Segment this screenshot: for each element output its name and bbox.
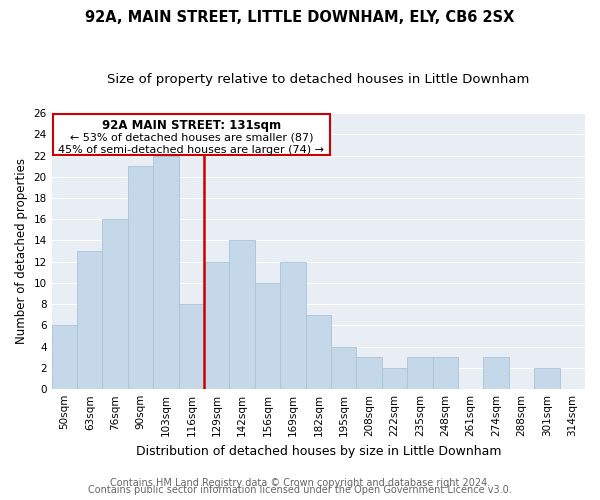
Bar — [280, 262, 305, 389]
Bar — [77, 251, 103, 389]
Text: Contains public sector information licensed under the Open Government Licence v3: Contains public sector information licen… — [88, 485, 512, 495]
Y-axis label: Number of detached properties: Number of detached properties — [15, 158, 28, 344]
Text: 92A MAIN STREET: 131sqm: 92A MAIN STREET: 131sqm — [102, 120, 281, 132]
FancyBboxPatch shape — [53, 114, 330, 155]
Bar — [204, 262, 229, 389]
Bar — [433, 358, 458, 389]
Bar — [356, 358, 382, 389]
Bar — [52, 326, 77, 389]
Bar — [255, 283, 280, 389]
Bar — [305, 315, 331, 389]
Text: 92A, MAIN STREET, LITTLE DOWNHAM, ELY, CB6 2SX: 92A, MAIN STREET, LITTLE DOWNHAM, ELY, C… — [85, 10, 515, 25]
Bar — [229, 240, 255, 389]
Bar — [534, 368, 560, 389]
X-axis label: Distribution of detached houses by size in Little Downham: Distribution of detached houses by size … — [136, 444, 501, 458]
Bar — [407, 358, 433, 389]
Title: Size of property relative to detached houses in Little Downham: Size of property relative to detached ho… — [107, 72, 530, 86]
Bar — [128, 166, 153, 389]
Bar — [484, 358, 509, 389]
Bar — [331, 346, 356, 389]
Text: ← 53% of detached houses are smaller (87): ← 53% of detached houses are smaller (87… — [70, 132, 313, 142]
Bar — [103, 220, 128, 389]
Text: 45% of semi-detached houses are larger (74) →: 45% of semi-detached houses are larger (… — [58, 145, 325, 155]
Bar — [382, 368, 407, 389]
Bar — [153, 156, 179, 389]
Text: Contains HM Land Registry data © Crown copyright and database right 2024.: Contains HM Land Registry data © Crown c… — [110, 478, 490, 488]
Bar — [179, 304, 204, 389]
